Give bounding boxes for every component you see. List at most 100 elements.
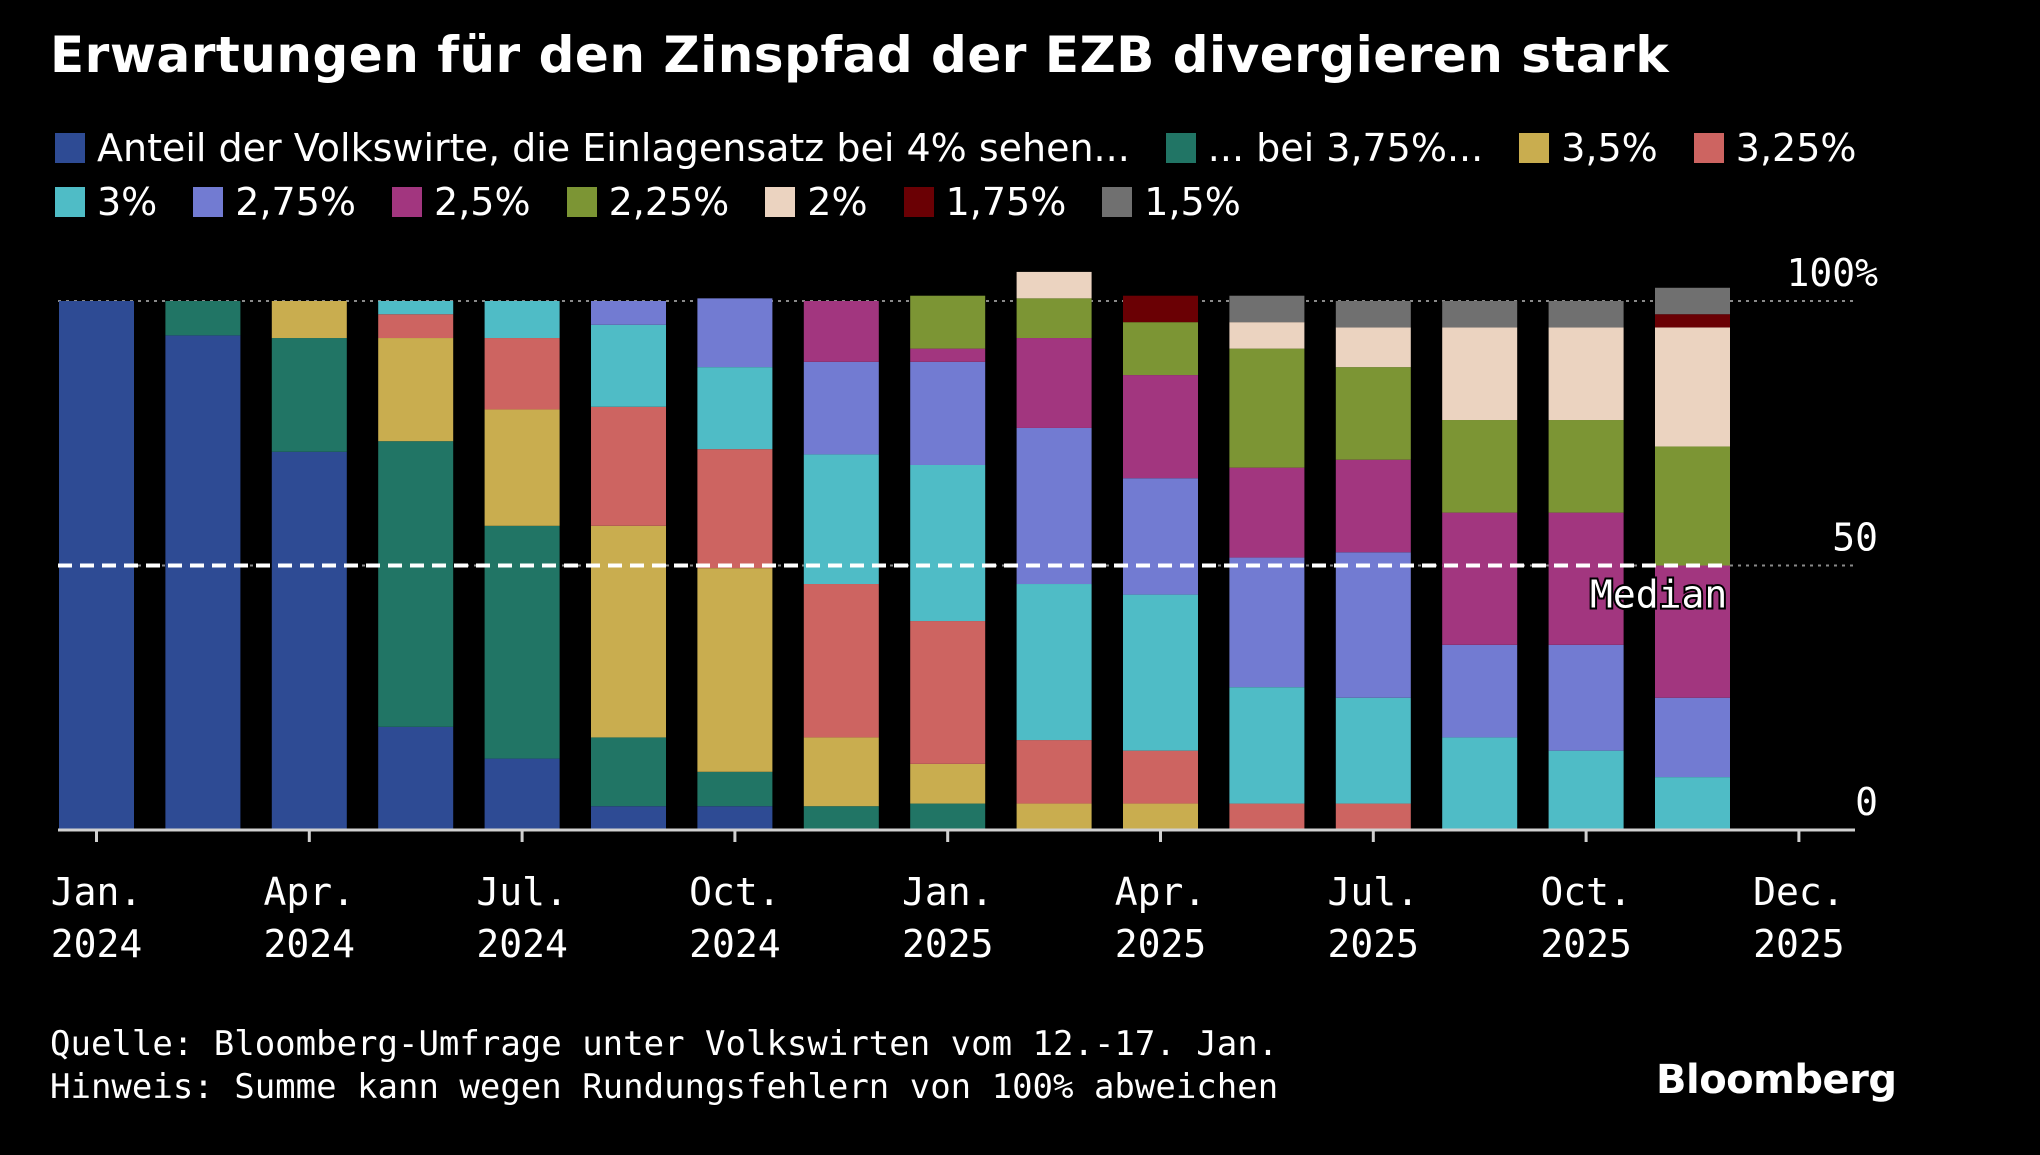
bar-segment (1335, 459, 1411, 553)
bar-segment (697, 806, 773, 830)
stacked-bar-chart: Median 100% 50 0 Jan. 2024 Apr. 2024 Jul. 2024 Oct… (51, 251, 1878, 966)
legend-swatch (1519, 133, 1550, 163)
bar-segment (1548, 420, 1624, 513)
legend-swatch (903, 187, 934, 217)
x-tick-label: 2025 (1753, 922, 1845, 966)
bar-segment (1442, 327, 1518, 421)
bar-segment (1335, 552, 1411, 698)
bar-segment (803, 806, 879, 830)
bar-segment (910, 621, 986, 764)
bar-segment (803, 301, 879, 362)
legend-swatch (1165, 133, 1196, 163)
legend-label: 3% (97, 180, 158, 224)
bar-segment (1229, 348, 1305, 468)
y-tick-label: 100% (1786, 251, 1878, 295)
bar-segment (1123, 594, 1198, 751)
chart-title: Erwartungen für den Zinspfad der EZB div… (50, 26, 1670, 84)
bar-segment (697, 298, 773, 368)
footer-source: Quelle: Bloomberg-Umfrage unter Volkswir… (50, 1024, 1279, 1064)
bar-segment (271, 451, 347, 830)
x-tick-label: 2025 (902, 922, 994, 966)
x-tick-label: Jan. (902, 870, 994, 914)
x-tick-label: 2025 (1328, 922, 1420, 966)
bar-segment (1123, 803, 1198, 830)
bar-segment (591, 806, 666, 830)
bar-segment (378, 441, 454, 727)
bar-segment (484, 338, 560, 410)
bar-segment (1123, 750, 1198, 804)
x-tick-label: Oct. (1540, 870, 1632, 914)
bar-segment (910, 464, 986, 622)
bar-segment (697, 771, 773, 807)
bloomberg-logo: Bloomberg (1656, 1057, 1897, 1103)
x-tick-label: Jan. (51, 870, 143, 914)
bar-segment (1123, 375, 1198, 479)
bar-segment (803, 737, 879, 807)
legend-swatch (1102, 187, 1133, 217)
x-tick-label: 2025 (1115, 922, 1207, 966)
bar-segment (1229, 557, 1305, 688)
y-tick-label: 50 (1832, 516, 1878, 560)
legend-label: Anteil der Volkswirte, die Einlagensatz … (97, 126, 1130, 170)
legend-item: 2% (765, 182, 868, 222)
legend-swatch (1693, 133, 1724, 163)
bar-segment (591, 324, 666, 407)
legend-label: 2,5% (434, 180, 531, 224)
legend-swatch (392, 187, 423, 217)
bar-segment (1655, 314, 1730, 328)
legend-swatch (55, 133, 85, 163)
bar-segment (1123, 322, 1198, 376)
bar-segment (484, 758, 560, 830)
x-tick-label: Jul. (476, 870, 568, 914)
bar-segment (1229, 803, 1305, 830)
x-tick-label: Apr. (264, 870, 356, 914)
bar-segment (1229, 687, 1305, 804)
legend-item: ... bei 3,75%... (1165, 126, 1484, 170)
bar-segment (1548, 750, 1624, 830)
bar-segment (697, 367, 773, 450)
bar-segment (1229, 322, 1305, 349)
legend: Anteil der Volkswirte, die Einlagensatz … (55, 128, 1955, 222)
x-tick-label: 2024 (689, 922, 781, 966)
legend-item: 3% (55, 182, 157, 222)
bar-segment (1548, 327, 1624, 421)
bar-segment (1335, 697, 1411, 804)
x-tick-label: Oct. (689, 870, 781, 914)
legend-item: Anteil der Volkswirte, die Einlagensatz … (55, 128, 1130, 168)
bar-segment (1016, 271, 1092, 299)
bar-segment (1442, 644, 1518, 738)
bar-segment (378, 301, 454, 315)
bar-segment (484, 409, 560, 526)
bar-segment (1335, 367, 1411, 460)
bar-segment (910, 803, 986, 830)
bar-segment (1655, 777, 1730, 830)
bar-segment (1016, 298, 1092, 339)
bar-segment (484, 301, 560, 339)
legend-item: 3,5% (1519, 128, 1658, 168)
bar-segment (910, 763, 986, 804)
bar-segment (378, 726, 454, 830)
bar-segment (271, 338, 347, 452)
bar-segment (1016, 584, 1092, 741)
x-tick-label: 2024 (476, 922, 568, 966)
bar-segment (591, 301, 666, 325)
legend-swatch (193, 187, 224, 217)
bar-segment (910, 348, 986, 362)
bar-segment (697, 449, 773, 569)
legend-label: 1,75% (945, 180, 1067, 224)
bar-segment (1229, 295, 1305, 323)
legend-item: 2,25% (566, 182, 729, 222)
bar-segment (1442, 420, 1518, 513)
bar-segment (910, 361, 986, 465)
legend-swatch (566, 187, 597, 217)
median-label: Median (1590, 573, 1727, 617)
bar-segment (803, 584, 879, 738)
bar-segment (484, 525, 560, 759)
legend-item: 1,5% (1102, 182, 1241, 222)
footer-note: Hinweis: Summe kann wegen Rundungsfehler… (50, 1067, 1279, 1107)
legend-item: 2,5% (392, 182, 531, 222)
x-tick-label: 2024 (51, 922, 143, 966)
legend-label: ... bei 3,75%... (1207, 126, 1484, 170)
x-tick-label: 2025 (1540, 922, 1632, 966)
x-tick-label: Apr. (1115, 870, 1207, 914)
